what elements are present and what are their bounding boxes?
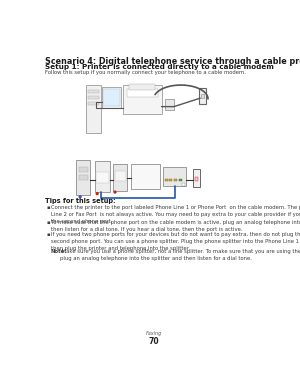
Bar (95, 161, 110, 192)
Bar (79, 175, 88, 180)
Bar (113, 164, 128, 191)
Bar (130, 165, 160, 189)
Bar (103, 89, 120, 106)
Bar (76, 160, 90, 195)
Text: ▪: ▪ (47, 232, 50, 237)
Text: 70: 70 (148, 337, 159, 346)
Circle shape (114, 191, 116, 193)
Text: Setup 1: Printer is connected directly to a cable modem: Setup 1: Printer is connected directly t… (45, 64, 274, 70)
Bar (201, 94, 204, 98)
Text: Tips for this setup:: Tips for this setup: (45, 198, 116, 204)
Text: Note:: Note: (51, 249, 67, 254)
Text: Make sure you use a phone splitter, not a line splitter. To make sure that you a: Make sure you use a phone splitter, not … (60, 249, 300, 261)
Bar (195, 177, 198, 181)
Bar (88, 96, 99, 99)
Bar (129, 83, 155, 90)
Bar (127, 89, 158, 97)
Bar (165, 179, 168, 181)
Bar (199, 88, 206, 104)
Bar (182, 183, 185, 186)
Text: Follow this setup if you normally connect your telephone to a cable modem.: Follow this setup if you normally connec… (45, 71, 246, 75)
Circle shape (96, 193, 98, 194)
Bar (96, 172, 109, 183)
Bar (85, 85, 101, 133)
Bar (115, 171, 126, 181)
Text: ▪: ▪ (47, 205, 50, 210)
Text: If you need two phone ports for your devices but do not want to pay extra, then : If you need two phone ports for your dev… (51, 232, 300, 251)
Bar (79, 168, 88, 172)
Bar (88, 90, 99, 93)
Bar (174, 179, 177, 181)
Bar (163, 168, 186, 186)
Circle shape (79, 196, 81, 197)
Bar (193, 169, 200, 187)
Text: To make sure that the phone port on the cable modem is active, plug an analog te: To make sure that the phone port on the … (51, 220, 300, 232)
FancyBboxPatch shape (123, 85, 161, 114)
Text: Scenario 4: Digital telephone service through a cable provider: Scenario 4: Digital telephone service th… (45, 57, 300, 66)
Bar (169, 179, 172, 181)
Text: Faxing: Faxing (146, 331, 162, 336)
Text: ▪: ▪ (47, 220, 50, 225)
Text: Connect the printer to the port labeled ⁠Phone Line 1⁠ or ⁠Phone Port⁠  on the c: Connect the printer to the port labeled … (51, 205, 300, 224)
Bar (165, 99, 174, 110)
FancyBboxPatch shape (102, 87, 121, 108)
Bar (88, 102, 99, 105)
Bar (178, 179, 182, 181)
